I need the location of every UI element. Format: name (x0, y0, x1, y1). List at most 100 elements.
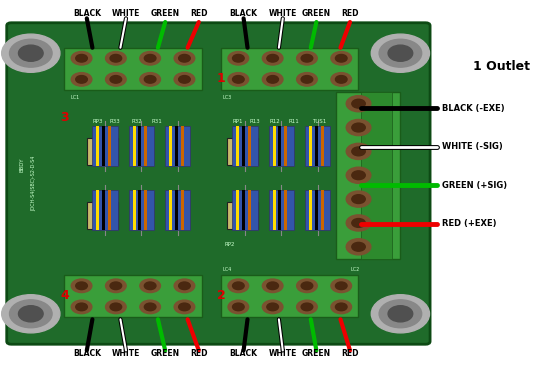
Circle shape (301, 54, 312, 62)
Circle shape (228, 279, 249, 292)
Circle shape (179, 54, 190, 62)
Bar (227, 138, 258, 165)
Bar (144, 126, 147, 166)
Circle shape (76, 282, 87, 290)
Bar (273, 126, 276, 166)
Bar (320, 126, 324, 166)
Bar (169, 126, 172, 166)
Circle shape (267, 303, 278, 311)
Circle shape (331, 51, 352, 65)
Bar (96, 126, 99, 166)
Bar (336, 92, 400, 259)
Circle shape (379, 300, 422, 328)
Text: GREEN (+SIG): GREEN (+SIG) (442, 181, 507, 190)
Bar (278, 190, 281, 230)
Text: LC1: LC1 (71, 95, 80, 100)
Bar (269, 126, 294, 166)
Circle shape (140, 279, 161, 292)
Circle shape (262, 51, 283, 65)
Text: WHITE: WHITE (112, 349, 140, 358)
Bar (320, 190, 324, 230)
Circle shape (352, 219, 365, 228)
Circle shape (301, 76, 312, 83)
Circle shape (18, 306, 43, 322)
Text: R33: R33 (109, 119, 120, 124)
Circle shape (232, 303, 244, 311)
Text: LC3: LC3 (222, 95, 231, 100)
Text: RP1: RP1 (233, 119, 243, 124)
Bar (236, 190, 239, 230)
Text: BLACK: BLACK (73, 9, 101, 18)
Circle shape (232, 76, 244, 83)
Circle shape (267, 54, 278, 62)
Text: GREEN: GREEN (151, 9, 180, 18)
Bar (273, 190, 276, 230)
Bar (133, 126, 136, 166)
Circle shape (174, 73, 195, 86)
Bar (102, 190, 105, 230)
Circle shape (110, 76, 122, 83)
Circle shape (262, 279, 283, 292)
Circle shape (179, 76, 190, 83)
Circle shape (71, 279, 92, 292)
Circle shape (179, 282, 190, 290)
Circle shape (105, 73, 126, 86)
Text: LC4: LC4 (222, 267, 231, 272)
Circle shape (335, 282, 347, 290)
Text: GREEN: GREEN (302, 9, 331, 18)
Circle shape (110, 282, 122, 290)
Text: RP2: RP2 (225, 241, 235, 247)
Circle shape (110, 303, 122, 311)
Bar (309, 126, 312, 166)
Circle shape (297, 279, 318, 292)
Text: RED: RED (190, 349, 208, 358)
Circle shape (105, 279, 126, 292)
Text: RED: RED (341, 9, 359, 18)
Bar (278, 126, 281, 166)
Circle shape (379, 39, 422, 67)
Text: RED: RED (341, 349, 359, 358)
Circle shape (179, 303, 190, 311)
Bar (232, 126, 258, 166)
Bar (175, 126, 178, 166)
Bar (269, 190, 294, 230)
Bar (242, 126, 245, 166)
Text: R11: R11 (288, 119, 300, 124)
Circle shape (371, 295, 430, 333)
Bar (180, 126, 184, 166)
Circle shape (297, 73, 318, 86)
Circle shape (174, 300, 195, 314)
Circle shape (346, 191, 371, 207)
Circle shape (267, 282, 278, 290)
Text: WHITE (-SIG): WHITE (-SIG) (442, 142, 503, 151)
Circle shape (352, 195, 365, 203)
Text: R13: R13 (249, 119, 260, 124)
Bar (248, 126, 251, 166)
Text: 2: 2 (217, 289, 226, 302)
Circle shape (335, 303, 347, 311)
Bar (96, 190, 99, 230)
Bar (236, 126, 239, 166)
Circle shape (140, 51, 161, 65)
Bar (138, 190, 141, 230)
Bar (138, 126, 141, 166)
Circle shape (140, 300, 161, 314)
Circle shape (301, 282, 312, 290)
Circle shape (352, 123, 365, 132)
Circle shape (110, 54, 122, 62)
Bar (165, 126, 190, 166)
Circle shape (297, 300, 318, 314)
Circle shape (10, 39, 52, 67)
Circle shape (267, 76, 278, 83)
Circle shape (140, 73, 161, 86)
Circle shape (105, 300, 126, 314)
Circle shape (71, 73, 92, 86)
Circle shape (331, 279, 352, 292)
Bar (144, 190, 147, 230)
Circle shape (105, 51, 126, 65)
Circle shape (297, 51, 318, 65)
Circle shape (228, 51, 249, 65)
Circle shape (232, 54, 244, 62)
Bar (92, 190, 118, 230)
Text: LC2: LC2 (351, 267, 360, 272)
